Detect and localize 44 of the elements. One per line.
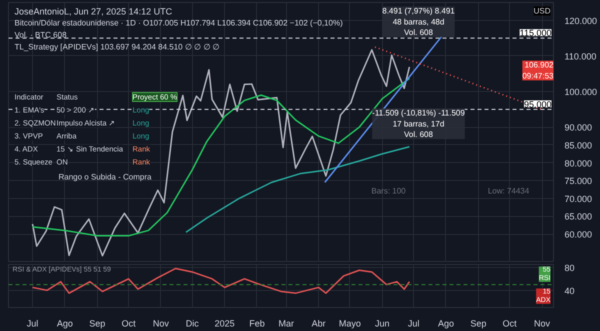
y-tick-label: 65.000: [564, 212, 592, 222]
y-tick-label: 75.000: [564, 176, 592, 186]
x-tick-label: Mayo: [338, 318, 361, 328]
x-tick-label: Feb: [249, 318, 265, 328]
annotation: Vol. · BTC 608: [14, 30, 68, 40]
y-tick-label: 100.000: [564, 87, 598, 98]
x-tick-label: Ago: [56, 318, 73, 328]
annotation: USD: [534, 6, 551, 16]
annotation: 106.902 09:47:53: [522, 60, 554, 80]
x-tick-label: Nov: [152, 318, 170, 328]
annotation: 8.491 (7,97%) 8.491 48 barras, 48d Vol. 608: [382, 6, 456, 38]
y-tick-label: 110.000: [564, 51, 596, 62]
x-tick-label: Jun: [375, 318, 390, 328]
y-tick-label: 120.000: [564, 16, 598, 26]
y-tick-label: 40: [564, 286, 575, 296]
x-tick-label: Jul: [408, 318, 420, 328]
annotation: -11.509 (-10,81%) -11.509 17 barras, 17d Vol. 608: [372, 108, 466, 140]
x-tick-label: Nov: [534, 318, 551, 328]
y-tick-label: 85.000: [564, 140, 592, 150]
annotation: JoseAntonioL, Jun 27, 2025 14:12 UTC: [14, 6, 173, 16]
x-tick-label: Ago: [438, 318, 454, 328]
annotation: Bars: 100: [371, 186, 406, 196]
annotation: Low: 74434: [488, 186, 530, 196]
line-series: [185, 146, 410, 233]
y-tick-label: 90.000: [564, 122, 592, 133]
ref-line-label: 95.000: [524, 99, 552, 110]
y-tick-label: 80: [564, 262, 575, 273]
annotation: TL_Strategy [APIDEVs] 103.697 94.204 84.510 ∅ ∅ ∅ ∅: [14, 42, 220, 52]
annotation: Bitcoin/Dólar estadounidense · 1D · O107.005 H107.794 L106.394 C106.902 −102 (−0,10%): [14, 18, 344, 28]
y-tick-label: 80.000: [564, 158, 592, 168]
y-tick-label: 60.000: [564, 230, 592, 240]
x-tick-label: Jul: [26, 318, 38, 328]
x-tick-label: Abr: [312, 318, 326, 328]
x-tick-label: 2025: [214, 318, 235, 328]
x-tick-label: Sep: [470, 318, 486, 328]
line-series: [32, 268, 410, 294]
x-tick-label: Mar: [278, 318, 294, 328]
annotation: Rango o Subida - Compra: [58, 172, 152, 182]
x-tick-label: Sep: [89, 318, 106, 328]
y-tick-label: 70.000: [564, 194, 592, 204]
ref-line-label: 115.000: [520, 28, 552, 38]
x-tick-label: Oct: [502, 318, 518, 328]
x-tick-label: Dic: [186, 318, 200, 328]
x-tick-label: Oct: [122, 318, 136, 328]
